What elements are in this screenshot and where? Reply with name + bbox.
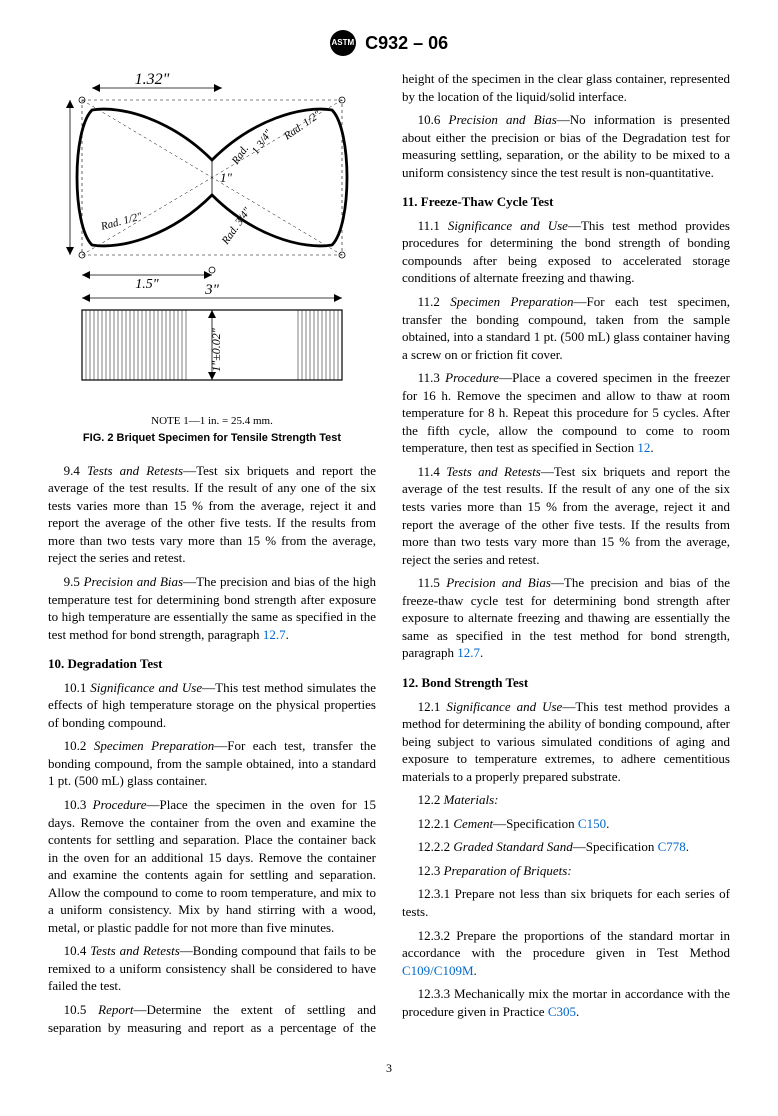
dim-waist: 1"	[220, 170, 233, 185]
page-number: 3	[48, 1060, 730, 1076]
dim-half-length: 1.5"	[135, 277, 159, 292]
dim-rad-c: Rad.	[229, 143, 251, 167]
ref-c109[interactable]: C109/C109M	[402, 963, 474, 978]
para-11-2: 11.2 Specimen Preparation—For each test …	[402, 293, 730, 363]
para-12-2: 12.2 Materials:	[402, 791, 730, 809]
ref-12-7b[interactable]: 12.7	[457, 645, 480, 660]
document-header: ASTM C932 – 06	[48, 30, 730, 56]
ref-c150[interactable]: C150	[578, 816, 606, 831]
dim-full-length: 3"	[204, 282, 220, 298]
dim-top-width: 1.32"	[135, 71, 170, 88]
dim-right-diag: 1 3/4"	[250, 127, 275, 156]
para-10-1: 10.1 Significance and Use—This test meth…	[48, 679, 376, 732]
section-12-heading: 12. Bond Strength Test	[402, 674, 730, 692]
ref-c778[interactable]: C778	[658, 839, 686, 854]
para-11-3: 11.3 Procedure—Place a covered specimen …	[402, 369, 730, 457]
para-9-5: 9.5 Precision and Bias—The precision and…	[48, 573, 376, 643]
figure-caption: FIG. 2 Briquet Specimen for Tensile Stre…	[48, 431, 376, 446]
standard-designation: C932 – 06	[365, 31, 448, 55]
para-12-2-2: 12.2.2 Graded Standard Sand—Specificatio…	[402, 838, 730, 856]
ref-section-12[interactable]: 12	[637, 440, 650, 455]
dim-thickness: 1"±0.02"	[209, 327, 223, 372]
para-12-3: 12.3 Preparation of Briquets:	[402, 862, 730, 880]
para-10-6: 10.6 Precision and Bias—No information i…	[402, 111, 730, 181]
ref-12-7[interactable]: 12.7	[263, 627, 286, 642]
para-12-2-1: 12.2.1 Cement—Specification C150.	[402, 815, 730, 833]
para-12-3-1: 12.3.1 Prepare not less than six briquet…	[402, 885, 730, 920]
two-column-body: 1.32" 1" 1 3/4" Rad. 1/2" Rad. 1/2"	[48, 70, 730, 1036]
dim-rad-b: Rad. 3/4"	[219, 205, 254, 247]
para-9-4: 9.4 Tests and Retests—Test six briquets …	[48, 462, 376, 567]
para-10-3: 10.3 Procedure—Place the specimen in the…	[48, 796, 376, 936]
para-12-1: 12.1 Significance and Use—This test meth…	[402, 698, 730, 786]
briquet-specimen-diagram: 1.32" 1" 1 3/4" Rad. 1/2" Rad. 1/2"	[62, 70, 362, 410]
para-12-3-2: 12.3.2 Prepare the proportions of the st…	[402, 927, 730, 980]
astm-logo-icon: ASTM	[330, 30, 356, 56]
dim-left-height: 1 3/4"	[62, 166, 65, 196]
figure-note: NOTE 1—1 in. = 25.4 mm.	[48, 414, 376, 429]
para-11-1: 11.1 Significance and Use—This test meth…	[402, 217, 730, 287]
section-11-heading: 11. Freeze-Thaw Cycle Test	[402, 193, 730, 211]
para-10-2: 10.2 Specimen Preparation—For each test,…	[48, 737, 376, 790]
para-11-5: 11.5 Precision and Bias—The precision an…	[402, 574, 730, 662]
para-10-4: 10.4 Tests and Retests—Bonding compound …	[48, 942, 376, 995]
para-11-4: 11.4 Tests and Retests—Test six briquets…	[402, 463, 730, 568]
dim-rad-bl: Rad. 1/2"	[99, 210, 144, 233]
figure-2: 1.32" 1" 1 3/4" Rad. 1/2" Rad. 1/2"	[48, 70, 376, 446]
para-12-3-3: 12.3.3 Mechanically mix the mortar in ac…	[402, 985, 730, 1020]
section-10-heading: 10. Degradation Test	[48, 655, 376, 673]
ref-c305[interactable]: C305	[548, 1004, 576, 1019]
